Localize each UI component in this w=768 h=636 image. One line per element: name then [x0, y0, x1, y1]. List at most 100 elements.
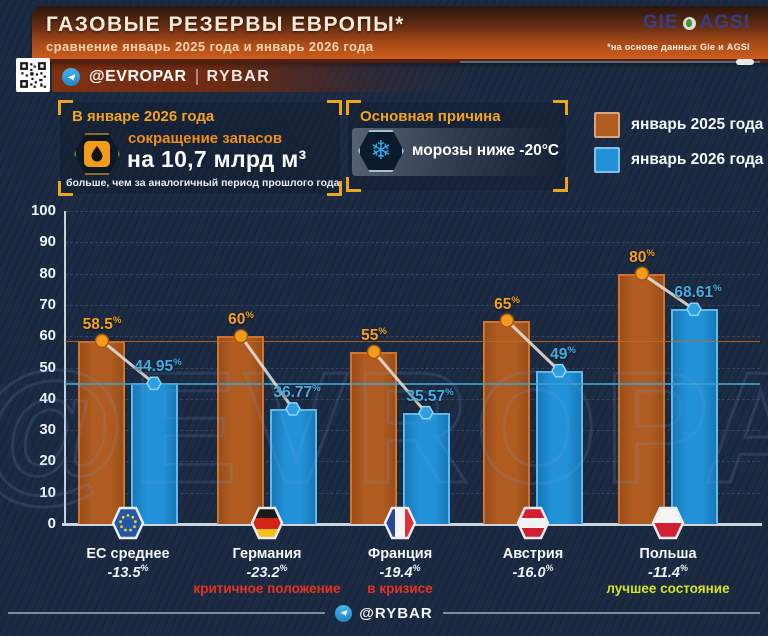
x-label-change: -19.4%: [379, 563, 421, 581]
telegram-icon: [62, 68, 80, 86]
gridline: [65, 336, 760, 338]
reduction-caption: сокращение запасов: [128, 130, 283, 147]
footer-center: @RYBAR: [325, 604, 442, 622]
bar-2025: [483, 320, 530, 524]
evropar-handle[interactable]: @EVROPAR: [89, 68, 187, 85]
gridline: [65, 211, 760, 212]
x-label-change: -13.5%: [107, 563, 149, 581]
bracket-corner: [553, 100, 568, 115]
legend-swatch-2025: [594, 112, 620, 138]
bar-2026: [403, 412, 450, 524]
telegram-icon: [335, 604, 353, 622]
value-label-2026: 35.57%: [406, 386, 454, 405]
value-label-2026: 44.95%: [134, 357, 182, 376]
y-tick-label: 60: [39, 327, 56, 345]
channel-bar: @EVROPAR RYBAR: [52, 62, 466, 92]
footer-rule-right: [442, 612, 760, 614]
bar-2026: [131, 383, 178, 524]
x-label-country: Франция: [367, 546, 433, 562]
source-note: *на основе данных Gie и AGSI: [607, 42, 750, 52]
bracket-corner: [327, 100, 342, 115]
x-label-status: в кризисе: [367, 581, 433, 596]
y-tick-label: 10: [39, 483, 56, 501]
value-label-2025: 58.5%: [82, 314, 122, 334]
y-tick-label: 40: [39, 389, 56, 407]
rybar-handle[interactable]: RYBAR: [206, 68, 271, 85]
bar-2025: [618, 273, 665, 524]
reason-text: морозы ниже -20°C: [412, 142, 560, 159]
agsi-logo-text: AGSI: [699, 12, 750, 33]
value-label-2025: 80%: [629, 247, 655, 266]
qr-code[interactable]: [16, 58, 50, 92]
y-tick-label: 100: [30, 202, 56, 219]
x-label-status: лучшее состояние: [606, 581, 730, 596]
bar-2025: [350, 351, 397, 524]
info-right-title: Основная причина: [360, 108, 501, 125]
y-tick-label: 30: [39, 421, 56, 439]
x-label-country: Австрия: [502, 546, 564, 562]
gridline: [65, 304, 760, 306]
gas-flame-icon: [74, 133, 120, 175]
bar-2025: [78, 340, 125, 524]
y-tick-label: 20: [39, 452, 56, 470]
legend-swatch-2026: [594, 147, 620, 173]
info-left-title: В январе 2026 года: [72, 108, 215, 125]
legend-item-2025: январь 2025 года: [594, 112, 763, 138]
info-box-reason: Основная причина ❄ морозы ниже -20°C: [346, 100, 568, 192]
x-label-change: -16.0%: [512, 563, 554, 581]
bar-2026: [671, 309, 718, 524]
gas-drop-icon: [682, 16, 696, 30]
y-tick-label: 90: [39, 233, 56, 251]
value-label-2025: 60%: [228, 310, 254, 329]
reference-line: [65, 383, 760, 385]
reference-line: [65, 340, 760, 343]
bracket-corner: [327, 181, 342, 196]
value-label-2025: 55%: [361, 325, 387, 344]
bracket-corner: [346, 100, 361, 115]
bracket-corner: [58, 100, 73, 115]
flag-at: [516, 506, 550, 540]
divider: [195, 69, 198, 85]
reduction-amount: на 10,7 млрд м³: [127, 146, 307, 172]
y-tick-label: 0: [47, 515, 56, 532]
footer: @RYBAR: [8, 604, 760, 622]
info-box-reduction: В январе 2026 года сокращение запасов на…: [58, 100, 342, 196]
scrubber-handle[interactable]: [736, 59, 754, 65]
bar-2026: [536, 370, 583, 524]
y-tick-label: 50: [39, 358, 56, 376]
x-label-status: критичное положение: [193, 581, 341, 596]
y-axis-line: [64, 211, 66, 524]
reduction-note: больше, чем за аналогичный период прошло…: [66, 177, 340, 189]
gie-logo-text: GIE: [642, 12, 679, 33]
rybar-footer-handle[interactable]: @RYBAR: [359, 604, 433, 622]
page-subtitle: сравнение январь 2025 года и январь 2026…: [46, 39, 374, 54]
value-label-2026: 36.77%: [273, 382, 321, 402]
y-tick-label: 70: [39, 295, 56, 313]
gridline: [65, 242, 760, 244]
legend-label-2026: январь 2026 года: [631, 151, 764, 168]
gridline: [65, 273, 760, 275]
footer-rule-left: [8, 612, 326, 614]
flag-de: [250, 506, 284, 540]
value-label-2026: 68.61%: [674, 283, 722, 302]
x-label-country: ЕС среднее: [86, 546, 170, 562]
flag-eu: [111, 506, 145, 540]
bracket-corner: [346, 177, 361, 192]
y-tick-label: 80: [39, 264, 56, 282]
header-banner: ГАЗОВЫЕ РЕЗЕРВЫ ЕВРОПЫ* сравнение январь…: [32, 6, 768, 63]
x-label-change: -23.2%: [246, 563, 288, 581]
flag-fr: [383, 506, 417, 540]
x-label-country: Германия: [232, 546, 302, 562]
value-label-2025: 65%: [494, 294, 520, 313]
bar-2025: [217, 336, 264, 524]
x-label-change: -11.4%: [648, 563, 688, 581]
chart-legend: январь 2025 года январь 2026 года: [594, 112, 763, 173]
legend-item-2026: январь 2026 года: [594, 147, 763, 173]
legend-label-2025: январь 2025 года: [631, 116, 764, 133]
flag-pl: [651, 506, 685, 540]
scrubber-track: [460, 61, 760, 63]
page-title: ГАЗОВЫЕ РЕЗЕРВЫ ЕВРОПЫ*: [46, 13, 405, 36]
bracket-corner: [553, 177, 568, 192]
